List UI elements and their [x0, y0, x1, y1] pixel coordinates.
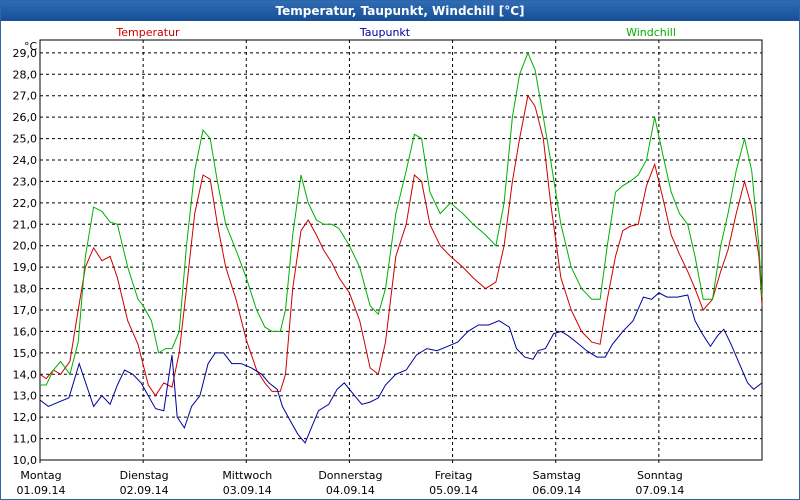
x-tick-date: 07.09.14 [635, 484, 684, 497]
y-tick-label: 16,0 [13, 325, 38, 338]
y-tick-label: 19,0 [13, 261, 38, 274]
plot-area [39, 39, 763, 461]
y-tick-label: 26,0 [13, 111, 38, 124]
series-temperatur-line [39, 94, 763, 397]
series-taupunkt-line [39, 292, 763, 444]
series-windchill-line [40, 51, 763, 386]
y-tick-label: 10,0 [13, 454, 38, 467]
window-title: Temperatur, Taupunkt, Windchill [°C] [1, 1, 799, 21]
y-tick-label: 25,0 [13, 133, 38, 146]
y-tick-label: 22,0 [13, 197, 38, 210]
x-tick-weekday: Montag [20, 469, 61, 482]
y-tick-label: 29,0 [13, 47, 38, 60]
y-tick-label: 11,0 [13, 433, 38, 446]
y-tick-label: 18,0 [13, 283, 38, 296]
x-tick-weekday: Samstag [533, 469, 581, 482]
y-tick-label: 20,0 [13, 240, 38, 253]
y-tick-label: 12,0 [13, 411, 38, 424]
y-tick-label: 21,0 [13, 218, 38, 231]
legend-item-windchill: Windchill [626, 26, 676, 39]
x-tick-weekday: Dienstag [120, 469, 169, 482]
y-tick-label: 15,0 [13, 347, 38, 360]
x-tick-weekday: Sonntag [637, 469, 683, 482]
grid [40, 40, 762, 460]
y-tick-label: 14,0 [13, 368, 38, 381]
y-tick-label: 28,0 [13, 68, 38, 81]
legend-item-taupunkt: Taupunkt [359, 26, 411, 39]
x-tick-date: 02.09.14 [120, 484, 169, 497]
y-axis-unit: °C [24, 40, 38, 53]
y-tick-label: 24,0 [13, 154, 38, 167]
y-tick-label: 13,0 [13, 390, 38, 403]
y-tick-label: 17,0 [13, 304, 38, 317]
legend: Temperatur Taupunkt Windchill [115, 26, 676, 39]
series-lines [39, 51, 763, 444]
y-tick-label: 23,0 [13, 175, 38, 188]
x-tick-weekday: Freitag [435, 469, 473, 482]
y-tick-label: 27,0 [13, 90, 38, 103]
x-tick-date: 01.09.14 [17, 484, 66, 497]
x-tick-date: 04.09.14 [326, 484, 375, 497]
legend-item-temperatur: Temperatur [115, 26, 180, 39]
x-axis: Montag 01.09.14 Dienstag 02.09.14 Mittwoch 03… [17, 460, 684, 497]
x-tick-date: 03.09.14 [223, 484, 272, 497]
x-tick-date: 06.09.14 [532, 484, 581, 497]
x-tick-date: 05.09.14 [429, 484, 478, 497]
x-tick-weekday: Donnerstag [318, 469, 382, 482]
x-tick-weekday: Mittwoch [222, 469, 272, 482]
y-axis: °C 10,0 11,0 12,0 13,0 14,0 15,0 16,0 17,0 18,0 1… [13, 40, 38, 467]
